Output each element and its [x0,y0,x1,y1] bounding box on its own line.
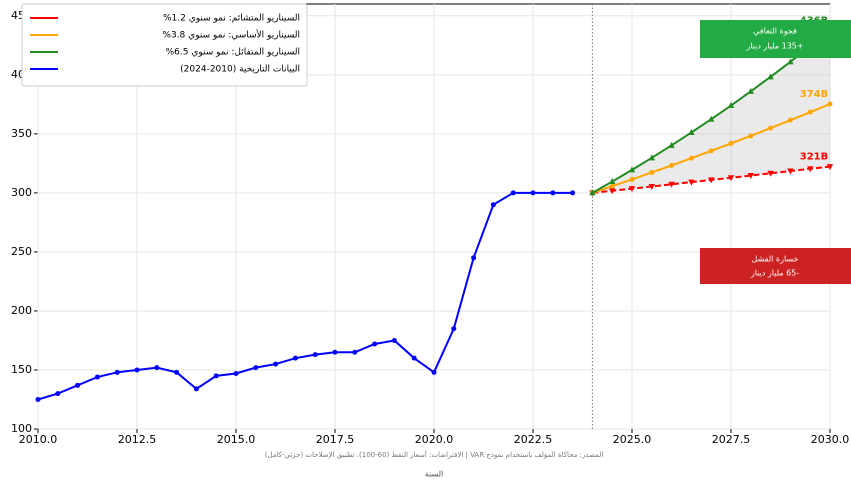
point [826,164,834,171]
point [530,190,536,196]
point [253,365,259,371]
point [648,184,655,191]
point [510,190,516,196]
x-tick-label: 2022.5 [514,433,553,446]
annotation-text: -65 مليار دينار [750,269,799,278]
point [35,396,41,402]
source-note: المصدر: محاكاة المؤلف باستخدام نموذج VAR… [265,450,604,459]
point [728,140,734,146]
x-tick-label: 2027.5 [712,433,751,446]
point [748,133,754,139]
point [114,369,120,375]
end-label: 321B [800,152,829,163]
point [372,341,378,347]
point [273,361,279,367]
point [233,371,239,377]
point [649,169,655,175]
point [768,125,774,131]
point [767,170,774,177]
point [688,155,694,161]
point [292,355,298,361]
legend-label: السيناريو الأساسي: نمو سنوي 3.8% [162,29,300,41]
x-tick-label: 2012.5 [118,433,157,446]
point [668,141,675,148]
series-line [37,191,573,401]
point [332,349,338,355]
y-tick-label: 100 [11,422,32,435]
annotation-box [700,20,851,58]
end-label: 374B [800,89,829,100]
gap-area [592,30,830,193]
x-axis-label: السنة [425,470,444,479]
point [787,168,794,175]
legend-label: السيناريو المتشائم: نمو سنوي 1.2% [163,14,300,24]
point [688,179,695,186]
x-tick-label: 2010.0 [19,433,58,446]
point [75,382,81,388]
point [609,178,616,185]
point [55,391,61,397]
point [747,173,754,180]
point [213,373,219,379]
point [669,162,675,168]
point [727,102,735,109]
y-tick-label: 350 [11,127,32,140]
x-tick-label: 2017.5 [316,433,355,446]
point [787,58,794,65]
point [431,369,437,375]
point [708,177,715,184]
point [174,369,180,375]
annotation-text: +135 مليار دينار [745,42,803,51]
annotation-title: فجوة التعافي [753,27,797,36]
point [628,166,636,173]
x-tick-label: 2030.0 [811,433,850,446]
point [708,148,714,154]
point [688,128,695,135]
point [609,183,615,189]
legend-label: السيناريو المتفائل: نمو سنوي 6.5% [166,48,300,58]
point [391,337,397,343]
point [193,386,199,392]
y-tick-label: 300 [11,186,32,199]
x-tick-label: 2015.0 [217,433,256,446]
point [807,166,814,173]
legend-label: البيانات التاريخية (2010-2024) [180,65,300,75]
point [134,367,140,373]
point [668,181,675,188]
point [490,202,496,208]
point [629,176,635,182]
point [570,190,576,196]
point [767,73,774,80]
point [727,175,735,182]
point [94,374,100,380]
point [589,189,596,196]
point [708,115,715,122]
y-tick-label: 150 [11,363,32,376]
point [628,186,636,193]
legend-box [21,3,308,87]
point [352,349,358,355]
annotation-box [700,248,851,284]
annotation-title: خسارة الفشل [751,255,798,264]
point [411,355,417,361]
x-tick-label: 2025.0 [613,433,652,446]
point [787,117,793,123]
y-tick-label: 200 [11,304,32,317]
y-tick-label: 250 [11,245,32,258]
point [807,109,813,115]
point [648,154,655,161]
point [827,101,833,107]
legend: السيناريو المتشائم: نمو سنوي 1.2% السينار… [21,3,308,87]
point [451,326,457,332]
point [312,352,318,358]
point [471,255,477,261]
point [609,188,616,195]
point [747,87,754,94]
x-tick-label: 2020.0 [415,433,454,446]
point [154,365,160,371]
point [550,190,556,196]
